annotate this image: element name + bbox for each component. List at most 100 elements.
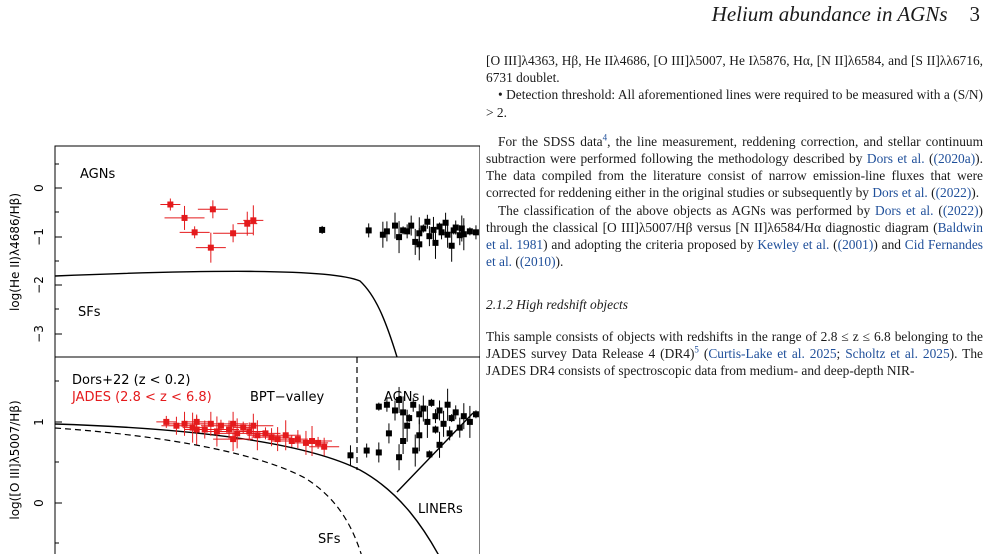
jades-point	[282, 432, 289, 439]
label-liners: LINERs	[418, 502, 463, 517]
dors-point	[420, 405, 427, 412]
legend-jades: JADES (2.8 < z < 6.8)	[71, 390, 212, 405]
jades-point	[226, 426, 233, 433]
dors-point	[406, 415, 413, 422]
citation-link[interactable]: Dors et al.	[875, 202, 934, 218]
jades-point	[302, 439, 309, 446]
jades-point	[193, 426, 200, 433]
dors-point	[460, 413, 467, 420]
dors-point	[428, 399, 435, 406]
dors-point	[444, 231, 451, 238]
dors-point	[432, 413, 439, 420]
dors-point	[458, 225, 465, 232]
citation-year-link[interactable]: (2020a)	[933, 151, 976, 167]
jades-point	[250, 217, 257, 224]
jades-point	[234, 430, 241, 437]
dors-point	[347, 452, 354, 459]
citation-link[interactable]: Dors et al.	[866, 151, 925, 167]
dors-point	[444, 401, 451, 408]
dors-point	[442, 219, 449, 226]
dors-point	[466, 228, 473, 235]
dors-point	[466, 418, 473, 425]
dors-point	[426, 451, 433, 458]
top-panel-frame	[54, 145, 480, 358]
text-column: [O III]λ4363, Hβ, He IIλ4686, [O III]λ50…	[486, 52, 983, 379]
text-run: through the classical [O III]λ5007/Hβ ve…	[486, 219, 938, 235]
dors-point	[448, 242, 455, 249]
dors-point	[404, 228, 411, 235]
dors-point	[385, 430, 392, 437]
dors-point	[424, 418, 431, 425]
citation-year-link[interactable]: (2010)	[519, 254, 556, 270]
dors-point	[416, 432, 423, 439]
dors-point	[436, 223, 443, 230]
dors-point	[416, 411, 423, 418]
dors-point	[452, 409, 459, 416]
jades-point	[268, 434, 275, 441]
jades-point	[315, 439, 322, 446]
dors-point	[472, 411, 479, 418]
dors-point	[396, 454, 403, 461]
footnote-link[interactable]: 5	[694, 344, 699, 355]
citation-link[interactable]: Curtis-Lake et al. 2025	[708, 345, 837, 361]
jades-point	[240, 424, 247, 431]
dors-point	[408, 222, 415, 229]
jades-point	[274, 436, 281, 443]
jades-point	[181, 420, 188, 427]
dors-point	[375, 403, 382, 410]
dors-point	[436, 441, 443, 448]
paragraph-classification: The classification of the above objects …	[486, 202, 984, 270]
citation-link[interactable]: Dors et al.	[872, 185, 928, 201]
bottom-y-ticks	[55, 380, 62, 544]
dors-point	[392, 222, 398, 229]
top-ytick-label: −1	[32, 228, 46, 246]
dors-point	[396, 234, 403, 241]
footnote-link[interactable]: 4	[602, 132, 608, 143]
citation-year-link[interactable]: (2022)	[942, 202, 979, 218]
dors-point	[319, 226, 326, 233]
figure-diagnostic-diagrams: 0 −1 −2 −3 1 0 log(He II)λ4686/Hβ) log([…	[0, 0, 480, 554]
jades-point	[294, 436, 301, 443]
jades-point	[163, 418, 170, 425]
jades-point	[209, 206, 216, 213]
jades-point	[244, 220, 251, 227]
dors-point	[392, 407, 398, 414]
bottom-panel-marks	[156, 386, 479, 471]
citation-link[interactable]: Scholtz et al. 2025	[845, 345, 950, 361]
dors-point	[430, 226, 437, 233]
dors-point	[416, 241, 423, 248]
dors-point	[383, 401, 390, 408]
jades-point	[173, 422, 180, 429]
jades-point	[262, 430, 269, 437]
dors-point	[452, 224, 459, 231]
citation-year-link[interactable]: (2022)	[935, 185, 972, 201]
jades-point	[167, 201, 174, 208]
dors-point	[400, 409, 407, 416]
top-ytick-label: 0	[32, 184, 46, 192]
dors-point	[448, 415, 455, 422]
figure-svg: 0 −1 −2 −3 1 0 log(He II)λ4686/Hβ) log([…	[8, 145, 480, 554]
jades-point	[321, 443, 328, 450]
citation-link[interactable]: Kewley et al.	[757, 237, 830, 253]
dors-point	[436, 407, 443, 414]
text-run: .	[975, 185, 980, 201]
bottom-ytick-label: 0	[32, 499, 46, 507]
text-run: ). The JADES DR4 consists of spectroscop…	[486, 345, 983, 379]
bottom-ylabel: log([O III]λ5007/Hβ)	[8, 400, 22, 519]
dors-point	[426, 233, 433, 240]
bottom-label-sf: SFs	[318, 532, 341, 547]
dors-point	[456, 424, 463, 431]
text-run: and	[877, 237, 905, 253]
citation-year-link[interactable]: (2001)	[837, 237, 874, 253]
top-panel-marks	[160, 198, 479, 263]
citation-link[interactable]: Baldwin et al. 1981	[486, 219, 983, 253]
jades-point	[230, 436, 237, 443]
top-ylabel: log(He II)λ4686/Hβ)	[8, 193, 22, 311]
dors-point	[432, 426, 439, 433]
legend-dors: Dors+22 (z < 0.2)	[72, 373, 190, 388]
kauffmann-curve	[54, 427, 362, 554]
citation-link[interactable]: Cid Fernandes et al.	[486, 237, 984, 270]
dors-point	[400, 438, 407, 444]
dors-point	[460, 231, 467, 238]
jades-point	[191, 229, 198, 236]
